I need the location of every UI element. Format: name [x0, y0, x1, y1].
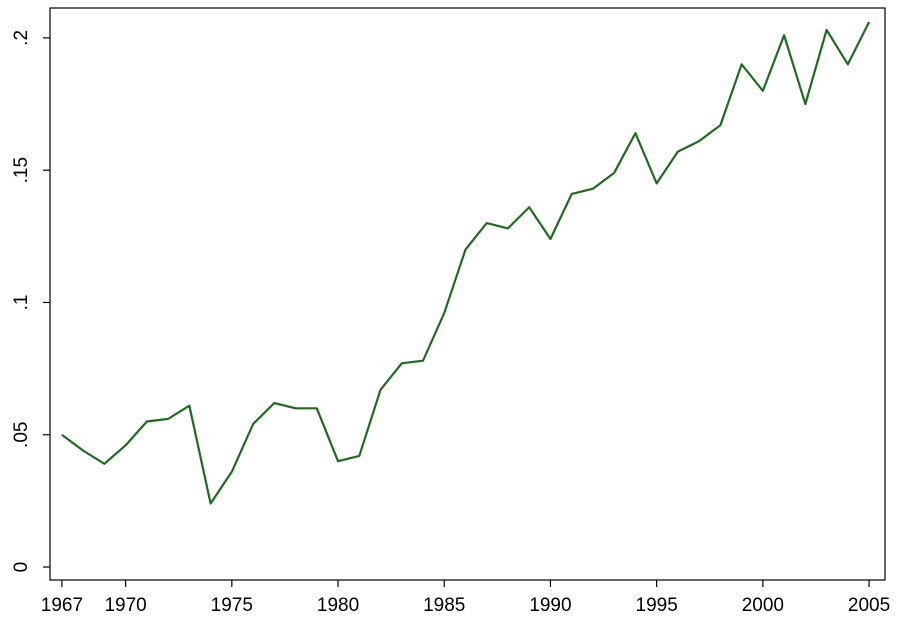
x-tick-label: 1967 [41, 595, 83, 616]
plot-frame [49, 7, 886, 581]
x-tick-label: 1995 [636, 595, 678, 616]
x-tick-label: 1985 [423, 595, 465, 616]
x-tick-label: 1975 [211, 595, 253, 616]
data-line [61, 21, 871, 505]
x-tick-label: 2000 [742, 595, 784, 616]
x-tick-label: 1980 [317, 595, 359, 616]
y-tick-label: .05 [11, 422, 32, 448]
x-tick-label: 1970 [104, 595, 146, 616]
y-tick-label: .15 [11, 157, 32, 183]
y-tick-label: 0 [11, 562, 32, 573]
x-tick-label: 1990 [529, 595, 571, 616]
y-tick-label: .1 [11, 295, 32, 311]
y-tick-label: .2 [11, 30, 32, 46]
x-tick-label: 2005 [848, 595, 890, 616]
